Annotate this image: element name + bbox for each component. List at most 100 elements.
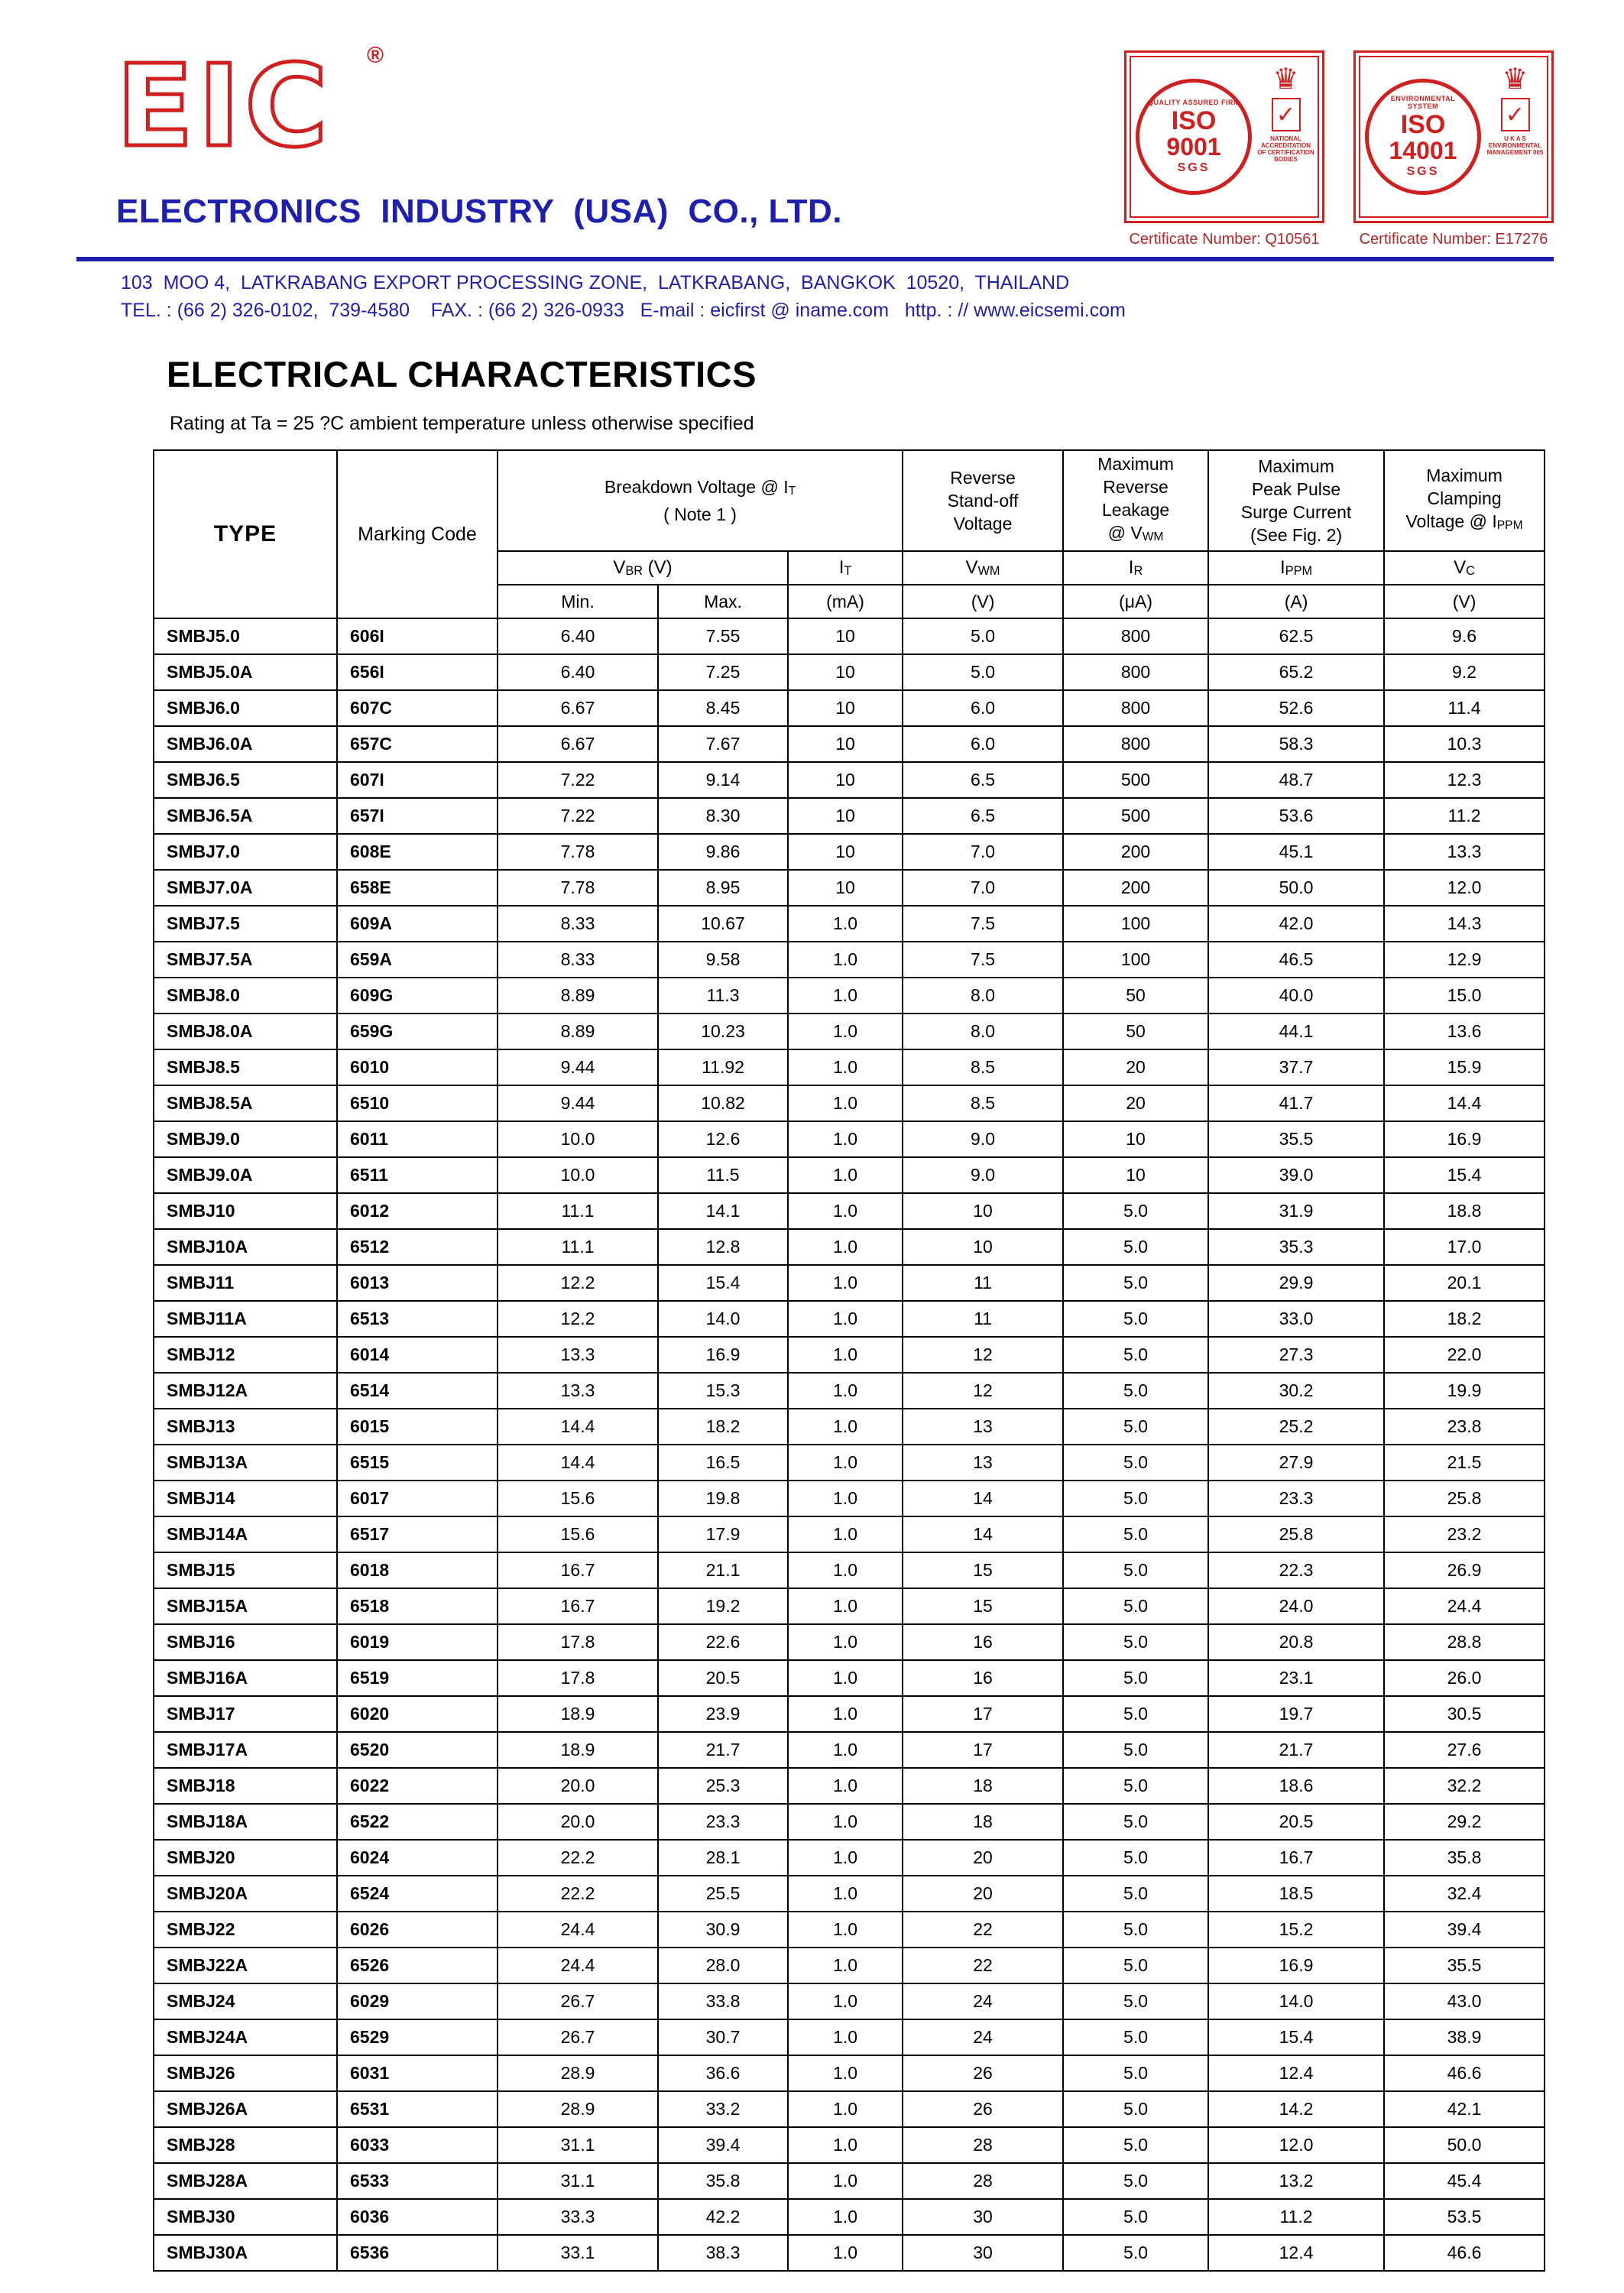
marking-code-cell: 6524 xyxy=(336,1875,498,1912)
unit-ir: (μA) xyxy=(1062,584,1210,619)
value-cell: 17.0 xyxy=(1383,1228,1546,1266)
value-cell: 18 xyxy=(902,1803,1065,1841)
table-row: SMBJ8.5A 6510 9.44 10.82 1.0 8.5 20 41.7 14.4 xyxy=(153,1085,1546,1122)
value-cell: 5.0 xyxy=(1062,1588,1210,1625)
iso9001-org: SGS xyxy=(1177,161,1211,174)
value-cell: 13.3 xyxy=(497,1372,659,1409)
type-cell: SMBJ7.0A xyxy=(153,869,338,906)
value-cell: 19.2 xyxy=(657,1588,789,1625)
value-cell: 45.4 xyxy=(1383,2162,1546,2200)
registered-mark: ® xyxy=(367,43,384,68)
value-cell: 26.0 xyxy=(1383,1659,1546,1697)
value-cell: 5.0 xyxy=(1062,1767,1210,1805)
type-cell: SMBJ6.5 xyxy=(153,761,338,799)
value-cell: 23.3 xyxy=(1207,1480,1386,1517)
page-subtitle: Rating at Ta = 25 ?C ambient temperature… xyxy=(170,413,754,434)
value-cell: 23.8 xyxy=(1383,1408,1546,1445)
value-cell: 14.4 xyxy=(1383,1085,1546,1122)
iso14001-badge-frame: ENVIRONMENTAL SYSTEM ISO 14001 SGS ♛ ✓ U… xyxy=(1353,50,1554,223)
value-cell: 1.0 xyxy=(786,2019,904,2056)
iso9001-certificate-number: Certificate Number: Q10561 xyxy=(1129,231,1320,248)
value-cell: 1.0 xyxy=(786,1480,904,1517)
table-row: SMBJ10A 6512 11.1 12.8 1.0 10 5.0 35.3 17.0 xyxy=(153,1228,1546,1266)
value-cell: 5.0 xyxy=(1062,1659,1210,1697)
marking-code-cell: 608E xyxy=(336,833,498,871)
marking-code-cell: 6513 xyxy=(336,1300,498,1338)
value-cell: 16.7 xyxy=(1207,1839,1386,1876)
marking-code-cell: 6015 xyxy=(336,1408,498,1445)
marking-code-cell: 658E xyxy=(336,869,498,906)
value-cell: 13.3 xyxy=(497,1336,659,1374)
value-cell: 11.1 xyxy=(497,1192,659,1230)
value-cell: 29.9 xyxy=(1207,1264,1386,1302)
value-cell: 18.9 xyxy=(497,1731,659,1769)
value-cell: 14.3 xyxy=(1383,905,1546,942)
marking-code-cell: 6019 xyxy=(336,1623,498,1661)
value-cell: 11 xyxy=(902,1300,1065,1338)
value-cell: 14.2 xyxy=(1207,2090,1386,2128)
type-cell: SMBJ9.0 xyxy=(153,1121,338,1158)
value-cell: 26 xyxy=(902,2055,1065,2092)
col-header-clamping-voltage: Maximum Clamping Voltage @ IPPM xyxy=(1383,449,1546,552)
value-cell: 18.2 xyxy=(657,1408,789,1445)
value-cell: 9.44 xyxy=(497,1085,659,1122)
value-cell: 500 xyxy=(1062,797,1210,835)
value-cell: 18.6 xyxy=(1207,1767,1386,1805)
value-cell: 11.5 xyxy=(657,1156,789,1194)
value-cell: 7.67 xyxy=(657,725,789,763)
value-cell: 6.67 xyxy=(497,725,659,763)
value-cell: 12.4 xyxy=(1207,2234,1386,2272)
value-cell: 25.5 xyxy=(657,1875,789,1912)
value-cell: 12 xyxy=(902,1336,1065,1374)
value-cell: 43.0 xyxy=(1383,1983,1546,2020)
value-cell: 44.1 xyxy=(1207,1013,1386,1050)
value-cell: 5.0 xyxy=(1062,1875,1210,1912)
value-cell: 20.5 xyxy=(1207,1803,1386,1841)
value-cell: 800 xyxy=(1062,689,1210,727)
value-cell: 50 xyxy=(1062,977,1210,1014)
value-cell: 9.0 xyxy=(902,1121,1065,1158)
value-cell: 500 xyxy=(1062,761,1210,799)
value-cell: 19.9 xyxy=(1383,1372,1546,1409)
value-cell: 10 xyxy=(786,725,904,763)
marking-code-cell: 6031 xyxy=(336,2055,498,2092)
value-cell: 10 xyxy=(786,869,904,906)
iso9001-banner: QUALITY ASSURED FIRM xyxy=(1147,99,1240,106)
value-cell: 7.78 xyxy=(497,869,659,906)
value-cell: 15.2 xyxy=(1207,1911,1386,1948)
value-cell: 19.7 xyxy=(1207,1695,1386,1733)
value-cell: 9.0 xyxy=(902,1156,1065,1194)
value-cell: 6.40 xyxy=(497,618,659,655)
value-cell: 13.3 xyxy=(1383,833,1546,871)
value-cell: 20.5 xyxy=(657,1659,789,1697)
iso9001-number: 9001 xyxy=(1166,133,1221,161)
value-cell: 5.0 xyxy=(1062,2162,1210,2200)
value-cell: 20 xyxy=(902,1839,1065,1876)
value-cell: 30.9 xyxy=(657,1911,789,1948)
value-cell: 12.4 xyxy=(1207,2055,1386,2092)
value-cell: 15 xyxy=(902,1588,1065,1625)
col-header-vc: VC xyxy=(1383,550,1546,585)
value-cell: 5.0 xyxy=(1062,1372,1210,1409)
value-cell: 14.0 xyxy=(657,1300,789,1338)
value-cell: 28.9 xyxy=(497,2055,659,2092)
marking-code-cell: 659G xyxy=(336,1013,498,1050)
table-row: SMBJ13 6015 14.4 18.2 1.0 13 5.0 25.2 23.8 xyxy=(153,1408,1546,1445)
value-cell: 7.25 xyxy=(657,654,789,691)
value-cell: 10 xyxy=(786,654,904,691)
value-cell: 6.5 xyxy=(902,761,1065,799)
value-cell: 1.0 xyxy=(786,1156,904,1194)
value-cell: 7.5 xyxy=(902,941,1065,978)
marking-code-cell: 6536 xyxy=(336,2234,498,2272)
crown-icon: ♛ xyxy=(1272,63,1299,96)
value-cell: 25.8 xyxy=(1207,1516,1386,1553)
value-cell: 8.95 xyxy=(657,869,789,906)
contact-line: TEL. : (66 2) 326-0102, 739-4580 FAX. : … xyxy=(121,300,1126,321)
value-cell: 1.0 xyxy=(786,1623,904,1661)
value-cell: 12.9 xyxy=(1383,941,1546,978)
marking-code-cell: 657C xyxy=(336,725,498,763)
value-cell: 35.8 xyxy=(1383,1839,1546,1876)
iso9001-badge-frame: QUALITY ASSURED FIRM ISO 9001 SGS ♛ ✓ NA… xyxy=(1124,50,1324,223)
table-row: SMBJ5.0A 656I 6.40 7.25 10 5.0 800 65.2 9.2 xyxy=(153,654,1546,691)
value-cell: 1.0 xyxy=(786,1372,904,1409)
